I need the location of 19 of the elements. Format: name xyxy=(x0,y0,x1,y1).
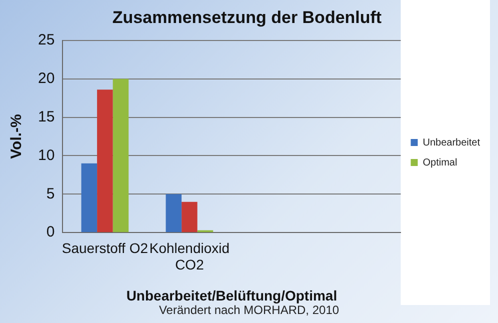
bar xyxy=(112,78,129,232)
x-axis-title: Unbearbeitet/Belüftung/Optimal xyxy=(126,287,338,304)
y-tick-label: 15 xyxy=(38,108,55,126)
chart-title: Zusammensetzung der Bodenluft xyxy=(112,8,382,27)
y-tick-label: 25 xyxy=(38,32,55,49)
y-tick-label: 10 xyxy=(38,146,55,164)
y-axis-title: Vol.-% xyxy=(8,114,26,159)
y-tick-label: 20 xyxy=(38,70,55,87)
y-tick-label: 5 xyxy=(46,185,55,202)
text: Verändert nach MORHARD, 2010 xyxy=(158,303,340,317)
y-tick-label: 0 xyxy=(46,224,55,241)
bar xyxy=(166,194,182,232)
legend-label: Optimal xyxy=(422,157,458,168)
legend-label: Unbearbeitet xyxy=(422,137,480,148)
bar xyxy=(97,90,113,232)
bar xyxy=(81,163,98,232)
x-tick-label: Kohlendioxid CO2 xyxy=(149,240,230,273)
x-tick-label: Sauerstoff O2 xyxy=(62,240,148,256)
bar xyxy=(182,202,198,232)
